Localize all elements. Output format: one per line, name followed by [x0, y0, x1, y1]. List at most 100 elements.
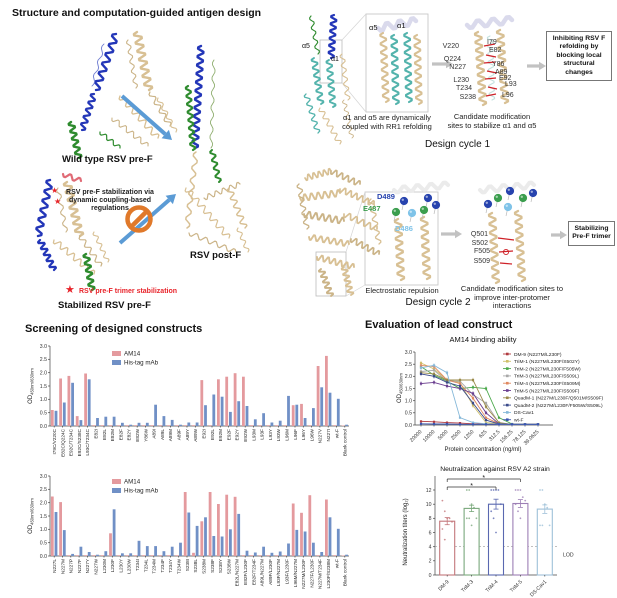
- evaluation-title: Evaluation of lead construct: [365, 319, 513, 331]
- svg-text:L93W: L93W: [276, 428, 281, 441]
- svg-text:TriM-5 (N227M/L230F/S509F): TriM-5 (N227M/L230F/S509F): [514, 388, 580, 394]
- svg-text:E92W: E92W: [243, 428, 248, 441]
- svg-text:TriM-1 (N227M/L230F/S502Y): TriM-1 (N227M/L230F/S502Y): [514, 359, 580, 365]
- bar-am14: [75, 416, 79, 426]
- svg-text:L96M/N227M: L96M/N227M: [293, 559, 298, 587]
- svg-text:S238M: S238M: [202, 559, 207, 574]
- alpha1-label: α1: [331, 56, 339, 63]
- svg-text:E82L/N227M: E82L/N227M: [235, 559, 240, 586]
- bar-am14: [266, 555, 270, 556]
- svg-text:T234I: T234I: [135, 559, 140, 571]
- svg-text:A89L/N227M: A89L/N227M: [260, 559, 265, 586]
- scatter-dot: [541, 524, 544, 527]
- bar-histag: [237, 513, 241, 556]
- svg-text:1.0: 1.0: [40, 397, 47, 403]
- scatter-dot: [517, 510, 519, 513]
- svg-text:*: *: [482, 475, 485, 482]
- bar-am14: [183, 492, 187, 556]
- scatter-dot: [490, 489, 493, 491]
- bar-am14: [192, 425, 195, 426]
- residue-label: S509: [473, 258, 490, 265]
- svg-text:Blank control: Blank control: [343, 429, 348, 456]
- bar-histag: [54, 512, 58, 556]
- bar-histag: [295, 529, 299, 556]
- bar-histag: [253, 552, 257, 556]
- bar-am14: [250, 425, 254, 426]
- svg-text:10000: 10000: [422, 429, 437, 444]
- svg-text:S238Y: S238Y: [218, 558, 223, 573]
- bar-am14: [50, 496, 54, 556]
- svg-text:E92C/S238C: E92C/S238C: [77, 428, 82, 456]
- svg-text:0: 0: [429, 573, 432, 579]
- alpha1-label: α1: [397, 21, 406, 30]
- bar-histag: [104, 416, 108, 426]
- bar-am14: [92, 555, 96, 556]
- svg-text:1.0: 1.0: [40, 527, 47, 533]
- bar-histag: [278, 420, 282, 426]
- scatter-dot: [524, 499, 527, 502]
- bar-histag: [278, 551, 282, 556]
- bar-histag: [303, 418, 307, 426]
- bar-am14: [275, 555, 278, 556]
- svg-text:OD450nm/630nm: OD450nm/630nm: [28, 498, 34, 534]
- svg-text:E82M: E82M: [110, 429, 115, 441]
- bar-am14: [200, 380, 204, 426]
- bar-am14: [150, 555, 154, 556]
- bar-am14: [175, 425, 179, 426]
- scatter-dot: [448, 517, 451, 520]
- panel-a-title: Structure and computation-guided antigen…: [12, 7, 262, 19]
- svg-text:1.0: 1.0: [405, 399, 412, 405]
- star-icon: ★: [51, 186, 59, 195]
- bar-histag: [245, 550, 249, 556]
- bar-histag: [170, 546, 174, 556]
- scatter-dot: [499, 503, 502, 506]
- svg-text:E92Y: E92Y: [235, 428, 240, 440]
- bar-histag: [212, 394, 216, 426]
- bar-am14: [316, 366, 320, 426]
- bar-am14: [341, 425, 345, 426]
- svg-text:6: 6: [429, 530, 432, 536]
- svg-text:AM14: AM14: [124, 479, 141, 486]
- svg-text:L93F: L93F: [260, 429, 265, 440]
- alpha5-label: α5: [302, 43, 310, 50]
- bar-am14: [300, 512, 303, 556]
- scatter-dot: [548, 524, 551, 527]
- residue-label: N227: [449, 64, 466, 71]
- bar-am14: [208, 492, 212, 556]
- svg-text:TriM-4: TriM-4: [485, 579, 500, 594]
- bar-am14: [183, 425, 187, 426]
- bar-histag: [195, 422, 199, 426]
- bar-histag: [87, 379, 91, 426]
- bar-histag: [96, 418, 99, 426]
- scatter-dot: [470, 524, 473, 527]
- bar-histag: [262, 546, 265, 556]
- svg-text:E82Y: E82Y: [127, 428, 132, 440]
- bar-am14: [283, 425, 287, 426]
- svg-text:His-tag mAb: His-tag mAb: [124, 488, 159, 495]
- stabilized-label: Stabilized RSV pre-F: [58, 300, 151, 311]
- dc1-sites-caption: Candidate modification sites to stabiliz…: [447, 112, 537, 130]
- structure-illustrations: [35, 13, 567, 297]
- neutralization-chart: 0 2 4 6 8 10 12 LOD DM-9 TriM-3 TriM-4 TriM-5 DS-Cav…: [403, 475, 574, 598]
- bar-histag: [253, 419, 257, 426]
- bar-histag: [204, 405, 207, 426]
- bar-histag: [104, 551, 108, 556]
- residue-label: S238: [459, 94, 476, 101]
- svg-text:QuadM-2 (N227M/L230F/F505W/S50: QuadM-2 (N227M/L230F/F505W/S509L): [514, 403, 603, 409]
- svg-text:N227F: N227F: [77, 559, 82, 573]
- bar-histag: [79, 420, 83, 426]
- bar-histag: [121, 553, 124, 556]
- scatter-dot: [539, 524, 541, 527]
- svg-text:12: 12: [426, 488, 432, 494]
- bar-am14: [150, 425, 154, 426]
- svg-text:A89I: A89I: [152, 429, 157, 439]
- svg-text:L230W: L230W: [127, 558, 132, 573]
- scatter-dot: [517, 489, 519, 491]
- bar-am14: [100, 555, 104, 556]
- bar-am14: [275, 425, 278, 426]
- bar-am14: [158, 425, 162, 426]
- svg-text:3.0: 3.0: [40, 474, 47, 480]
- scatter-dot: [451, 521, 453, 523]
- bar-am14: [117, 425, 121, 426]
- scatter-dot: [468, 517, 471, 520]
